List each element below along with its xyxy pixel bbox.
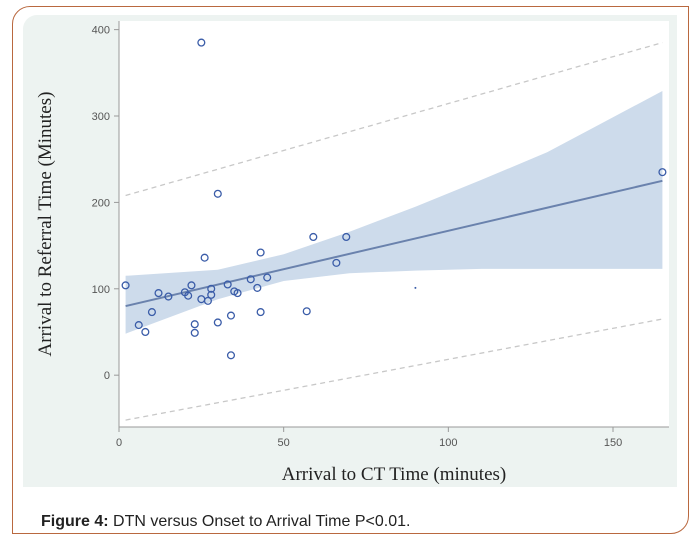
data-point <box>154 289 163 298</box>
data-point <box>658 168 667 177</box>
caption-label: Figure 4: <box>41 513 109 530</box>
data-point <box>187 281 196 290</box>
data-point <box>121 281 130 290</box>
y-tick-label: 100 <box>92 284 110 296</box>
data-point <box>253 283 262 292</box>
data-dot <box>414 286 417 289</box>
x-tick-label: 50 <box>278 437 290 449</box>
data-point <box>200 253 209 262</box>
figure-caption: Figure 4: DTN versus Onset to Arrival Ti… <box>41 513 410 531</box>
y-tick-label: 200 <box>92 197 110 209</box>
prediction-lower-line <box>125 318 663 421</box>
data-point <box>246 275 255 284</box>
y-tick-label: 400 <box>92 25 110 37</box>
y-axis-title: Arrival to Referral Time (Minutes) <box>35 92 56 357</box>
data-point <box>223 280 232 289</box>
confidence-band <box>125 91 663 334</box>
data-point <box>263 273 272 282</box>
regression-line <box>125 179 663 308</box>
data-point <box>213 318 222 327</box>
data-point <box>256 308 265 317</box>
data-point <box>164 292 173 301</box>
data-point <box>207 290 216 299</box>
data-point <box>342 232 351 242</box>
x-tick-label: 150 <box>604 437 622 449</box>
data-point <box>309 232 318 242</box>
caption-text: DTN versus Onset to Arrival Time P<0.01. <box>108 513 411 530</box>
data-point <box>207 284 216 293</box>
data-point <box>213 189 222 198</box>
x-axis-title: Arrival to CT Time (minutes) <box>282 464 506 485</box>
data-point <box>197 38 206 47</box>
y-tick-label: 0 <box>104 370 110 382</box>
data-point <box>302 307 311 316</box>
x-tick-label: 0 <box>116 437 122 449</box>
data-point <box>184 291 193 300</box>
figure-frame: 0 50 100 150 0 100 200 300 400 Arrival to CT Tim… <box>12 6 689 534</box>
data-point <box>226 351 236 360</box>
data-point <box>190 320 199 329</box>
y-tick-label: 300 <box>92 111 110 123</box>
data-point <box>203 296 212 305</box>
data-point <box>134 321 143 330</box>
data-point <box>190 328 199 337</box>
x-tick-label: 100 <box>439 437 457 449</box>
data-point <box>226 311 236 320</box>
scatter-chart: 0 50 100 150 0 100 200 300 400 Arrival to CT Tim… <box>35 21 669 485</box>
data-point <box>332 258 341 267</box>
data-point <box>256 248 265 257</box>
prediction-upper-line <box>125 41 663 197</box>
data-point <box>233 289 242 298</box>
data-point <box>147 308 156 317</box>
data-point <box>141 327 150 337</box>
